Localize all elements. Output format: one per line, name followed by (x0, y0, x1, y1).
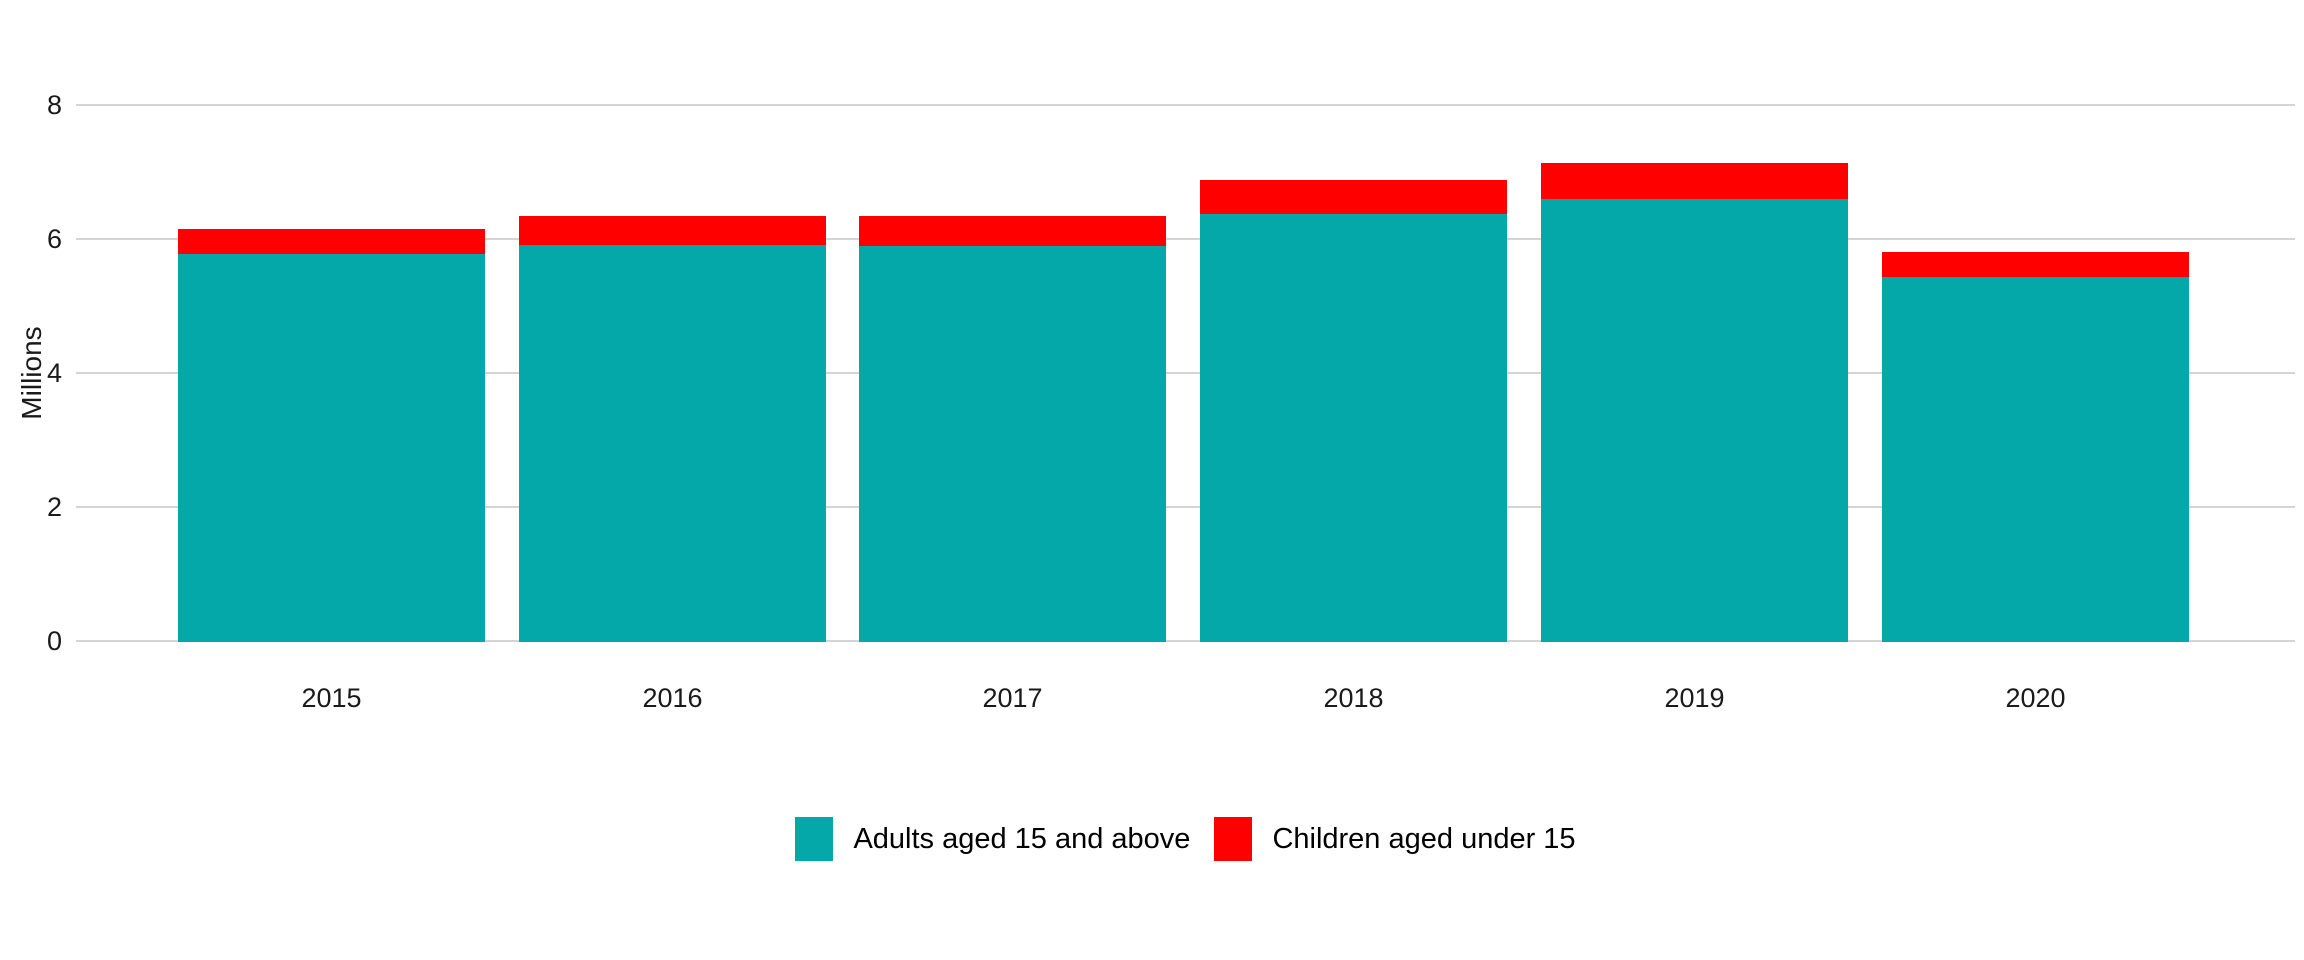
y-axis-tick-label: 8 (46, 90, 62, 120)
x-axis-tick-label: 2020 (2005, 683, 2066, 713)
bar-segment-2015-children[interactable] (178, 229, 485, 254)
bar-segment-2015-adults[interactable] (178, 254, 485, 642)
legend-swatch-icon (1214, 817, 1253, 861)
legend-item-children[interactable]: Children aged under 15 (1214, 817, 1576, 861)
gridline (76, 506, 2295, 508)
x-axis-tick-label: 2018 (1323, 683, 1384, 713)
y-axis-tick-label: 2 (46, 492, 62, 522)
gridline (76, 238, 2295, 240)
bar-segment-2019-children[interactable] (1541, 163, 1848, 199)
legend-label: Adults aged 15 and above (853, 823, 1191, 855)
legend-label: Children aged under 15 (1272, 823, 1576, 855)
gridline (76, 104, 2295, 106)
y-axis-tick-label: 4 (46, 358, 62, 388)
bar-segment-2016-adults[interactable] (519, 245, 826, 642)
bar-segment-2020-children[interactable] (1882, 252, 2189, 277)
bar-segment-2017-adults[interactable] (859, 246, 1166, 642)
x-axis-tick-label: 2019 (1664, 683, 1725, 713)
x-axis-tick-label: 2016 (642, 683, 703, 713)
y-axis-tick-label: 6 (46, 224, 62, 254)
gridline (76, 372, 2295, 374)
bar-segment-2018-children[interactable] (1200, 180, 1507, 214)
bar-segment-2020-adults[interactable] (1882, 277, 2189, 642)
legend: Adults aged 15 and above Children aged un… (76, 815, 2295, 863)
bar-segment-2019-adults[interactable] (1541, 199, 1848, 642)
bar-segment-2017-children[interactable] (859, 216, 1166, 246)
legend-swatch-icon (795, 817, 834, 861)
bar-segment-2016-children[interactable] (519, 216, 826, 245)
bar-segment-2018-adults[interactable] (1200, 214, 1507, 642)
gridline (76, 640, 2295, 642)
y-axis-tick-label: 0 (46, 626, 62, 656)
x-axis-tick-label: 2017 (982, 683, 1043, 713)
legend-item-adults[interactable]: Adults aged 15 and above (795, 817, 1190, 861)
x-axis-tick-label: 2015 (301, 683, 362, 713)
